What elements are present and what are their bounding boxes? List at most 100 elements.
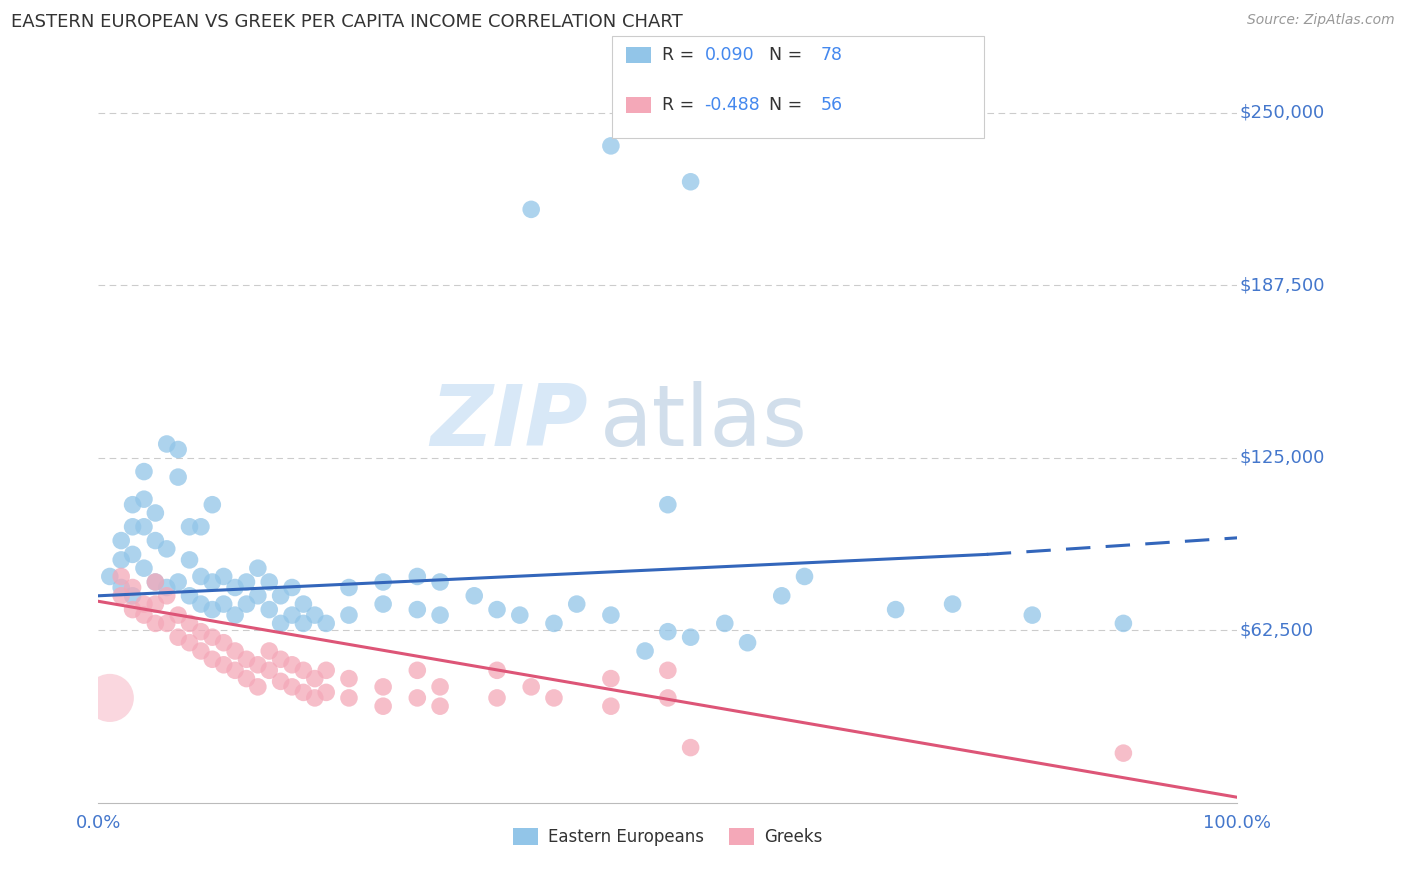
- Point: [371, 699, 394, 714]
- Point: [156, 581, 179, 595]
- Point: [201, 630, 224, 644]
- Point: [145, 574, 167, 589]
- Point: [190, 520, 212, 534]
- Point: [600, 608, 623, 623]
- Text: R =: R =: [662, 95, 700, 114]
- Text: $125,000: $125,000: [1240, 449, 1324, 467]
- Point: [292, 616, 315, 631]
- Point: [98, 690, 121, 705]
- Point: [657, 498, 679, 512]
- Point: [657, 663, 679, 677]
- Point: [543, 690, 565, 705]
- Point: [281, 608, 304, 623]
- Point: [406, 602, 429, 616]
- Point: [737, 636, 759, 650]
- Point: [942, 597, 965, 611]
- Text: $250,000: $250,000: [1240, 103, 1324, 122]
- Text: $187,500: $187,500: [1240, 277, 1324, 294]
- Point: [167, 470, 190, 484]
- Text: ZIP: ZIP: [430, 381, 588, 464]
- Point: [371, 680, 394, 694]
- Text: EASTERN EUROPEAN VS GREEK PER CAPITA INCOME CORRELATION CHART: EASTERN EUROPEAN VS GREEK PER CAPITA INC…: [11, 13, 683, 31]
- Text: N =: N =: [758, 46, 807, 64]
- Text: 78: 78: [821, 46, 844, 64]
- Point: [167, 574, 190, 589]
- Point: [1021, 608, 1043, 623]
- Point: [132, 465, 155, 479]
- Point: [565, 597, 588, 611]
- Point: [884, 602, 907, 616]
- Point: [315, 663, 337, 677]
- Text: -0.488: -0.488: [704, 95, 761, 114]
- Point: [281, 657, 304, 672]
- Point: [145, 533, 167, 548]
- Point: [246, 680, 269, 694]
- Point: [486, 602, 509, 616]
- Point: [224, 663, 246, 677]
- Point: [259, 644, 281, 658]
- Point: [132, 561, 155, 575]
- Point: [1112, 746, 1135, 760]
- Point: [304, 690, 326, 705]
- Point: [463, 589, 485, 603]
- Point: [224, 644, 246, 658]
- Point: [600, 139, 623, 153]
- Point: [110, 553, 132, 567]
- Point: [167, 442, 190, 457]
- Point: [406, 690, 429, 705]
- Point: [121, 498, 143, 512]
- Point: [110, 581, 132, 595]
- Point: [110, 569, 132, 583]
- Point: [1112, 616, 1135, 631]
- Point: [156, 541, 179, 556]
- Point: [292, 597, 315, 611]
- Point: [121, 548, 143, 562]
- Point: [520, 680, 543, 694]
- Point: [657, 624, 679, 639]
- Text: atlas: atlas: [599, 381, 807, 464]
- Point: [304, 672, 326, 686]
- Point: [270, 616, 292, 631]
- Point: [212, 569, 235, 583]
- Point: [212, 657, 235, 672]
- Point: [259, 663, 281, 677]
- Point: [281, 581, 304, 595]
- Point: [179, 553, 201, 567]
- Point: [132, 608, 155, 623]
- Point: [600, 672, 623, 686]
- Text: 0.090: 0.090: [704, 46, 754, 64]
- Point: [132, 492, 155, 507]
- Point: [259, 574, 281, 589]
- Point: [315, 616, 337, 631]
- Point: [406, 569, 429, 583]
- Point: [190, 597, 212, 611]
- Point: [246, 657, 269, 672]
- Point: [337, 608, 360, 623]
- Point: [337, 581, 360, 595]
- Point: [509, 608, 531, 623]
- Point: [246, 561, 269, 575]
- Point: [201, 652, 224, 666]
- Point: [235, 652, 257, 666]
- Point: [429, 680, 451, 694]
- Point: [110, 589, 132, 603]
- Point: [212, 597, 235, 611]
- Point: [156, 589, 179, 603]
- Point: [371, 574, 394, 589]
- Text: R =: R =: [662, 46, 700, 64]
- Point: [292, 685, 315, 699]
- Point: [486, 690, 509, 705]
- Point: [292, 663, 315, 677]
- Point: [167, 608, 190, 623]
- Point: [132, 597, 155, 611]
- Point: [634, 644, 657, 658]
- Point: [429, 574, 451, 589]
- Point: [246, 589, 269, 603]
- Point: [145, 506, 167, 520]
- Point: [520, 202, 543, 217]
- Point: [371, 597, 394, 611]
- Point: [304, 608, 326, 623]
- Point: [486, 663, 509, 677]
- Point: [201, 602, 224, 616]
- Point: [235, 597, 257, 611]
